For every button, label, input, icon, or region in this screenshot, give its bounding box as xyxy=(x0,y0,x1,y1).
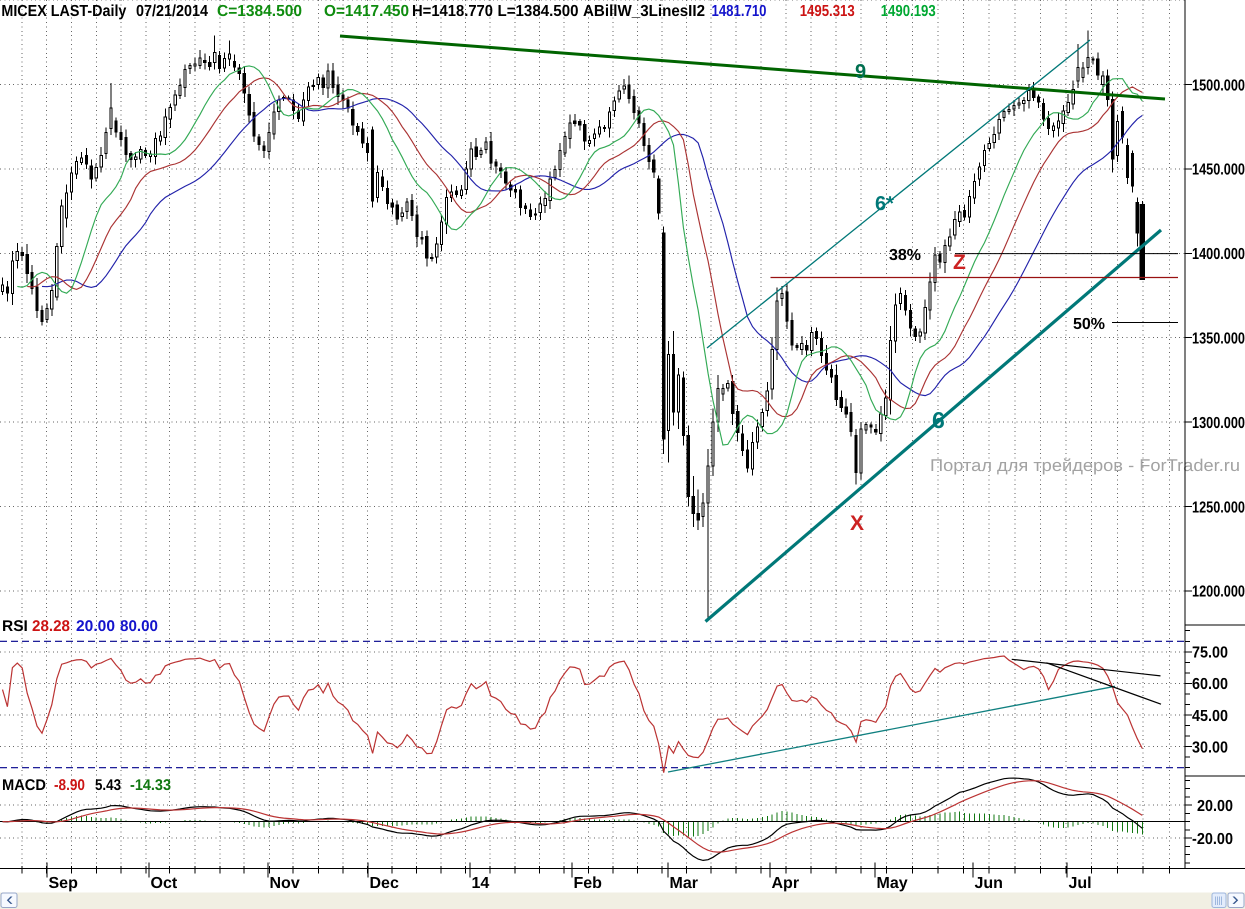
svg-text:1400.000: 1400.000 xyxy=(1192,246,1245,263)
svg-text:1250.000: 1250.000 xyxy=(1192,499,1245,516)
svg-text:1490.193: 1490.193 xyxy=(881,3,936,20)
svg-text:RSI: RSI xyxy=(2,618,28,635)
svg-text:-14.33: -14.33 xyxy=(130,777,171,794)
svg-text:07/21/2014: 07/21/2014 xyxy=(136,3,208,20)
svg-text:C=1384.500: C=1384.500 xyxy=(217,3,302,20)
svg-text:1481.710: 1481.710 xyxy=(712,3,767,20)
svg-text:L=1384.500: L=1384.500 xyxy=(498,3,579,20)
svg-text:1200.000: 1200.000 xyxy=(1192,584,1245,601)
svg-text:Sep: Sep xyxy=(49,875,79,892)
svg-text:20.00: 20.00 xyxy=(76,618,115,635)
svg-text:1350.000: 1350.000 xyxy=(1192,331,1245,348)
svg-text:20.00: 20.00 xyxy=(1197,798,1233,815)
svg-text:Портал для трейдеров - ForTrad: Портал для трейдеров - ForTrader.ru xyxy=(930,456,1240,475)
svg-text:Mar: Mar xyxy=(670,875,698,892)
svg-text:14: 14 xyxy=(472,875,490,892)
svg-text:MICEX LAST-Daily: MICEX LAST-Daily xyxy=(1,3,126,20)
svg-text:H=1418.770: H=1418.770 xyxy=(412,3,493,20)
svg-text:6: 6 xyxy=(932,407,945,433)
svg-text:Z: Z xyxy=(953,251,966,274)
svg-text:-8.90: -8.90 xyxy=(54,777,85,794)
svg-text:O=1417.450: O=1417.450 xyxy=(324,3,409,20)
svg-text:Feb: Feb xyxy=(574,875,603,892)
svg-text:28.28: 28.28 xyxy=(32,618,70,635)
svg-text:May: May xyxy=(877,875,908,892)
svg-text:30.00: 30.00 xyxy=(1192,739,1228,756)
svg-text:60.00: 60.00 xyxy=(1192,676,1228,693)
svg-text:75.00: 75.00 xyxy=(1192,645,1228,662)
svg-text:MACD: MACD xyxy=(2,777,46,794)
svg-text:Dec: Dec xyxy=(370,875,399,892)
svg-text:Oct: Oct xyxy=(151,875,178,892)
svg-text:1450.000: 1450.000 xyxy=(1192,162,1245,179)
svg-text:6*: 6* xyxy=(875,193,894,215)
svg-text:Jun: Jun xyxy=(975,875,1003,892)
svg-text:80.00: 80.00 xyxy=(120,618,158,635)
svg-text:1495.313: 1495.313 xyxy=(800,3,855,20)
svg-text:1300.000: 1300.000 xyxy=(1192,415,1245,432)
svg-text:9: 9 xyxy=(855,61,866,83)
svg-text:1500.000: 1500.000 xyxy=(1192,77,1245,94)
svg-text:38%: 38% xyxy=(889,247,921,264)
svg-text:Apr: Apr xyxy=(772,875,800,892)
svg-text:-20.00: -20.00 xyxy=(1192,831,1233,848)
svg-text:X: X xyxy=(850,512,864,535)
svg-text:ABillW_3LinesII2: ABillW_3LinesII2 xyxy=(583,3,705,20)
svg-text:Nov: Nov xyxy=(270,875,300,892)
svg-text:50%: 50% xyxy=(1073,316,1105,333)
svg-text:5.43: 5.43 xyxy=(95,777,121,794)
svg-text:45.00: 45.00 xyxy=(1192,708,1228,725)
svg-text:Jul: Jul xyxy=(1069,875,1092,892)
